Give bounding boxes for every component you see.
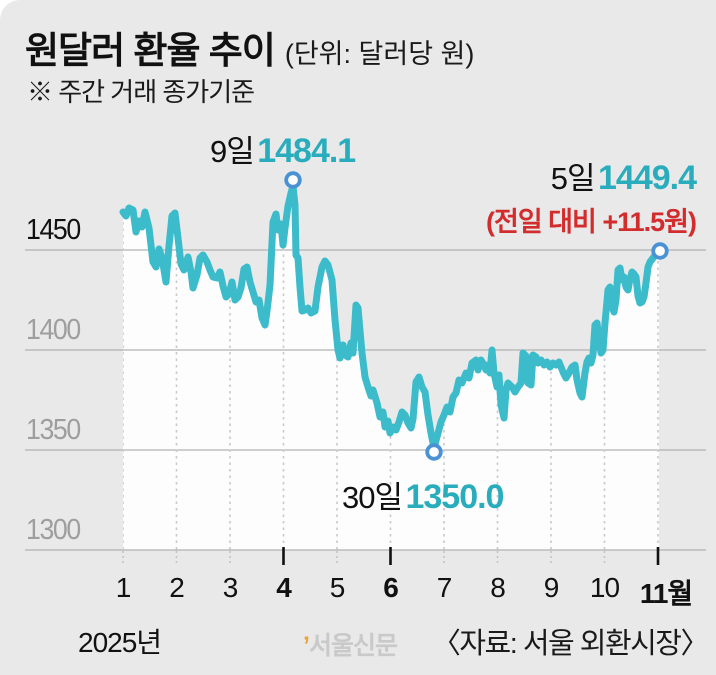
watermark-text: 서울신문 (308, 632, 398, 660)
x-label-3: 3 (222, 572, 239, 603)
peak-day-label: 9일 (210, 134, 255, 169)
x-label-4: 4 (276, 572, 292, 603)
basis-note: ※ 주간 거래 종가기준 (27, 77, 255, 107)
annotation-latest: 5일 1449.4 (전일 대비 +11.5원) (485, 153, 697, 239)
marker-peak (284, 171, 302, 189)
y-label-1350: 1350 (26, 414, 81, 446)
x-label-1: 1 (115, 572, 132, 603)
latest-value-label: 1449.4 (598, 159, 697, 197)
x-label-2: 2 (169, 572, 185, 603)
year-label: 2025년 (78, 627, 162, 658)
watermark-tick-icon: ’ (303, 632, 310, 660)
y-label-1400: 1400 (26, 314, 81, 346)
x-label-7: 7 (436, 572, 453, 603)
area-fill (123, 186, 659, 550)
y-label-1450: 1450 (26, 214, 81, 246)
low-day-label: 30일 (342, 480, 403, 515)
annotation-peak: 9일 1484.1 (210, 126, 356, 171)
x-label-10: 10 (589, 572, 620, 603)
x-label-11월: 11월 (639, 578, 693, 609)
page-title: 원달러 환율 추이 (25, 30, 276, 71)
y-label-1300: 1300 (26, 514, 81, 546)
latest-day-label: 5일 (550, 161, 596, 196)
newspaper-watermark: ’서울신문 (303, 626, 398, 662)
x-label-9: 9 (543, 572, 560, 603)
latest-change-label: (전일 대비 +11.5원) (485, 207, 697, 237)
marker-low (425, 443, 443, 461)
unit-note: (단위: 달러당 원) (284, 39, 475, 69)
rate-line (119, 182, 663, 452)
peak-value-label: 1484.1 (257, 132, 356, 170)
marker-latest (651, 242, 669, 260)
x-label-8: 8 (490, 572, 506, 603)
low-value-label: 1350.0 (405, 478, 504, 516)
chart-header: 원달러 환율 추이 (단위: 달러당 원) (25, 20, 474, 74)
source-credit: 〈자료: 서울 외환시장〉 (431, 628, 710, 660)
x-label-5: 5 (329, 572, 346, 603)
annotation-low: 30일 1350.0 (342, 472, 504, 517)
x-label-6: 6 (383, 572, 399, 603)
